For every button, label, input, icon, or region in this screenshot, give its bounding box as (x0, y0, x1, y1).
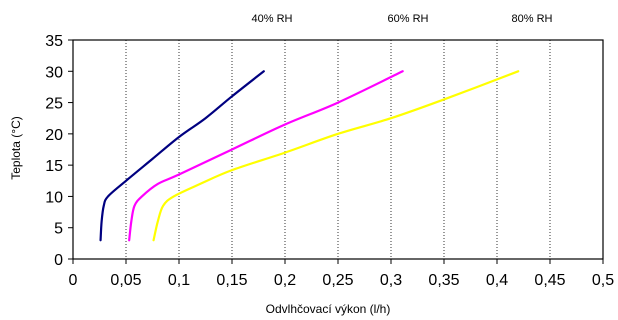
x-tick-label: 0,35 (428, 272, 459, 289)
series-lines (99, 70, 520, 242)
x-tick-label: 0 (69, 272, 78, 289)
y-tick-label: 20 (45, 127, 63, 144)
y-axis-title: Teplota (°C) (9, 116, 23, 180)
y-tick-label: 30 (45, 64, 63, 81)
x-tick-label: 0,15 (216, 272, 247, 289)
y-tick-label: 35 (45, 33, 63, 50)
x-tick-label: 0,45 (534, 272, 565, 289)
x-tick-label: 0,2 (274, 272, 296, 289)
y-tick-label: 5 (54, 221, 63, 238)
x-tick-label: 0,5 (592, 272, 614, 289)
series-line-1 (99, 70, 265, 242)
y-axis-tick-labels: 0 5 10 15 20 25 30 35 (45, 33, 63, 269)
y-tick-label: 10 (45, 189, 63, 206)
axis-ticks (68, 39, 604, 264)
x-tick-label: 0,4 (486, 272, 508, 289)
series-label-2: 60% RH (388, 13, 429, 25)
series-line-2 (128, 70, 404, 242)
x-axis-title: Odvlhčovací výkon (l/h) (266, 302, 391, 316)
y-tick-label: 15 (45, 158, 63, 175)
y-tick-label: 25 (45, 96, 63, 113)
x-axis-tick-labels: 0 0,05 0,1 0,15 0,2 0,25 0,3 0,35 0,4 0,45 0,5 (69, 272, 615, 289)
series-label-1: 40% RH (252, 13, 293, 25)
series-labels: 40% RH 60% RH 80% RH (252, 13, 553, 25)
series-label-3: 80% RH (512, 13, 553, 25)
x-tick-label: 0,3 (380, 272, 402, 289)
grid-lines (125, 40, 551, 259)
x-tick-label: 0,25 (322, 272, 353, 289)
series-line-3 (152, 70, 520, 242)
x-tick-label: 0,05 (110, 272, 141, 289)
x-tick-label: 0,1 (168, 272, 190, 289)
y-tick-label: 0 (54, 252, 63, 269)
